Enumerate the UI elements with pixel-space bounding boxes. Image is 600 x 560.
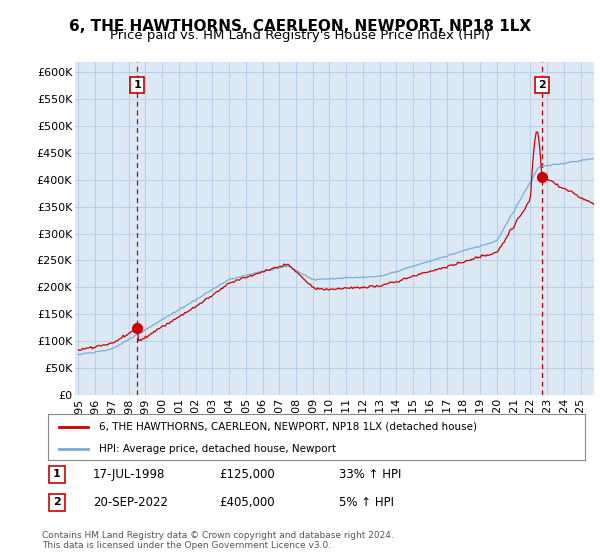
Text: £405,000: £405,000 bbox=[219, 496, 275, 509]
Text: 5% ↑ HPI: 5% ↑ HPI bbox=[339, 496, 394, 509]
Text: 2: 2 bbox=[53, 497, 61, 507]
Text: HPI: Average price, detached house, Newport: HPI: Average price, detached house, Newp… bbox=[99, 444, 336, 454]
Text: £125,000: £125,000 bbox=[219, 468, 275, 481]
Text: 33% ↑ HPI: 33% ↑ HPI bbox=[339, 468, 401, 481]
Text: 6, THE HAWTHORNS, CAERLEON, NEWPORT, NP18 1LX: 6, THE HAWTHORNS, CAERLEON, NEWPORT, NP1… bbox=[69, 19, 531, 34]
Text: 1: 1 bbox=[133, 80, 141, 90]
Text: 2: 2 bbox=[538, 80, 546, 90]
Text: 1: 1 bbox=[53, 469, 61, 479]
Text: Price paid vs. HM Land Registry's House Price Index (HPI): Price paid vs. HM Land Registry's House … bbox=[110, 29, 490, 42]
Text: 6, THE HAWTHORNS, CAERLEON, NEWPORT, NP18 1LX (detached house): 6, THE HAWTHORNS, CAERLEON, NEWPORT, NP1… bbox=[99, 422, 477, 432]
Text: 20-SEP-2022: 20-SEP-2022 bbox=[93, 496, 168, 509]
Text: 17-JUL-1998: 17-JUL-1998 bbox=[93, 468, 166, 481]
Text: Contains HM Land Registry data © Crown copyright and database right 2024.
This d: Contains HM Land Registry data © Crown c… bbox=[42, 531, 394, 550]
